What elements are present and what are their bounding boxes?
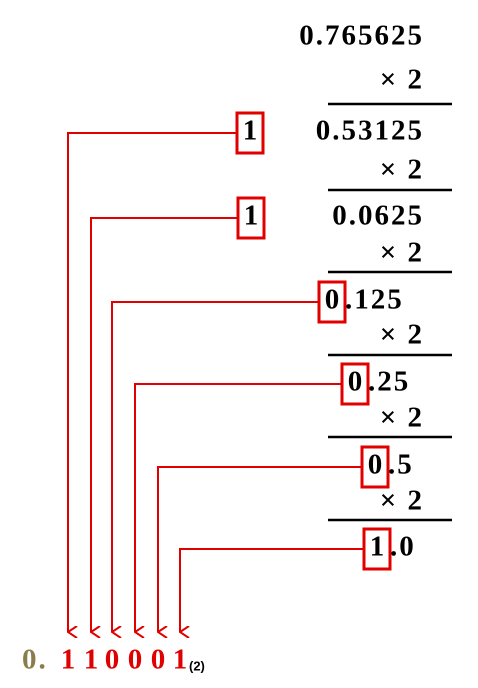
arrow [90, 217, 238, 632]
multiplier: × 2 [380, 485, 424, 517]
fraction: 0.0625 [332, 200, 424, 232]
integer-digit: 0 [325, 284, 340, 316]
digit-box [235, 111, 265, 155]
multiplier: × 2 [380, 154, 424, 186]
multiplier: × 2 [380, 237, 424, 269]
result-digit: 1 [173, 644, 188, 676]
fraction: .25 [368, 366, 410, 398]
digit-box [236, 196, 266, 240]
integer-digit: 0 [368, 449, 383, 481]
result-base: (2) [189, 658, 205, 673]
digit-box [362, 527, 392, 571]
multiplier: × 2 [380, 402, 424, 434]
fraction: .125 [345, 284, 404, 316]
multiplier: × 2 [380, 64, 424, 96]
multiplier: × 2 [380, 319, 424, 351]
result-digit: 0 [151, 644, 166, 676]
fraction: .5 [388, 449, 414, 481]
arrow [179, 548, 364, 632]
integer-digit: 1 [243, 115, 258, 147]
result-prefix: 0. [22, 644, 48, 676]
result-digit: 0 [105, 644, 120, 676]
digit-box [360, 445, 390, 489]
digit-box [317, 280, 347, 324]
fraction: .0 [390, 531, 416, 563]
fraction: 0.53125 [316, 115, 424, 147]
result-digit: 0 [128, 644, 143, 676]
arrow [157, 466, 362, 632]
result-digit: 1 [61, 644, 76, 676]
result-digit: 1 [84, 644, 99, 676]
arrow [67, 132, 237, 632]
integer-digit: 1 [244, 200, 259, 232]
integer-digit: 0 [348, 366, 363, 398]
integer-digit: 1 [370, 531, 385, 563]
digit-box [340, 362, 370, 406]
arrow [111, 301, 319, 632]
arrow [134, 383, 342, 632]
initial-value: 0.765625 [299, 20, 424, 52]
